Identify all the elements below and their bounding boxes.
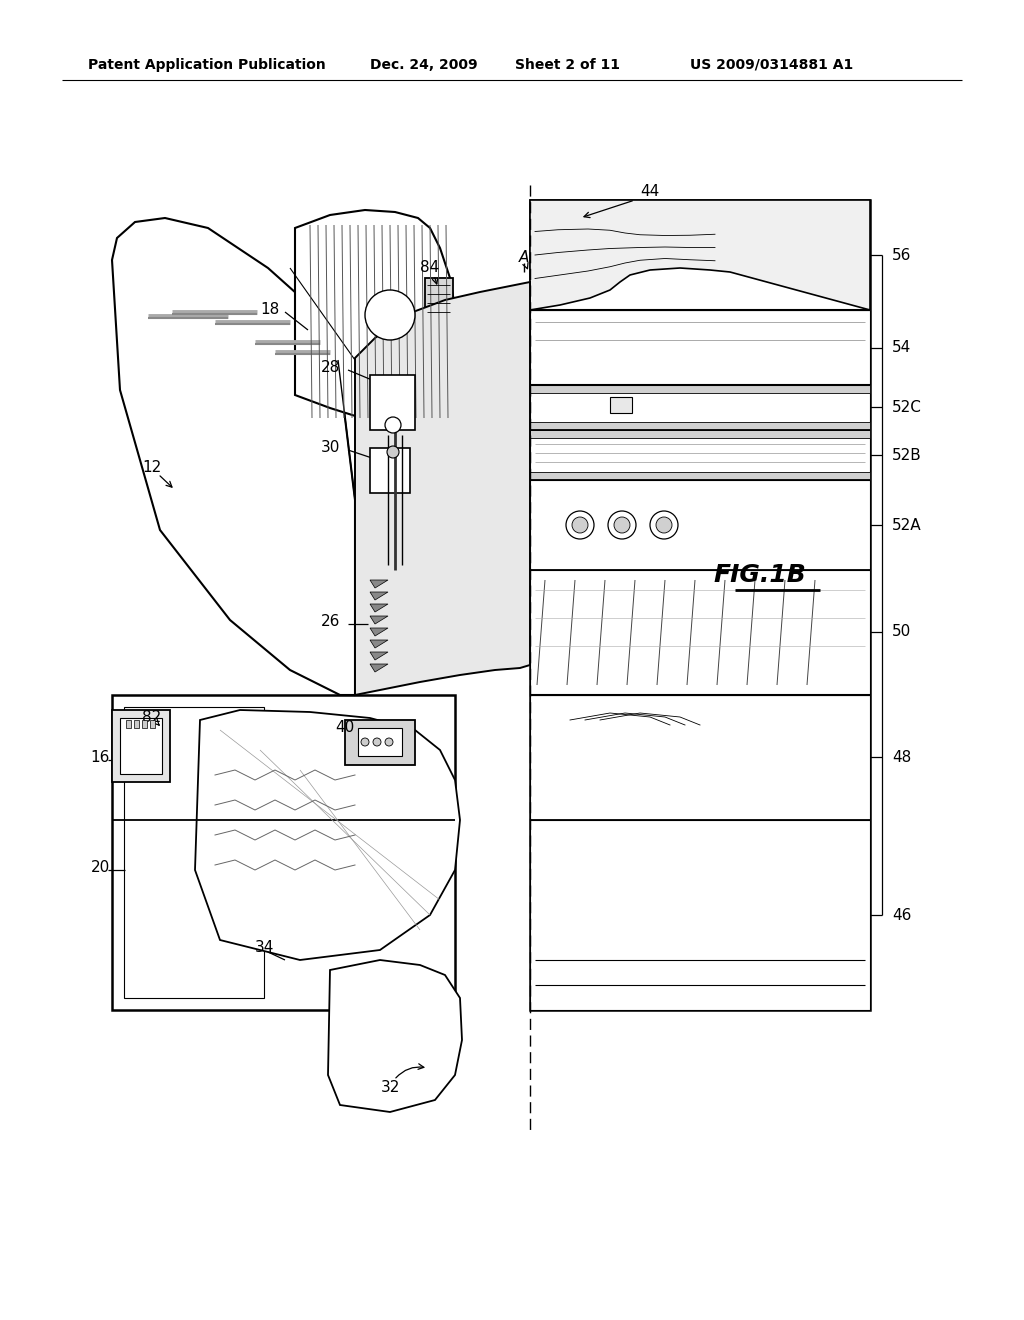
Bar bbox=[124, 708, 264, 998]
Circle shape bbox=[650, 511, 678, 539]
Text: Patent Application Publication: Patent Application Publication bbox=[88, 58, 326, 73]
Text: 44: 44 bbox=[640, 185, 659, 199]
Text: 26: 26 bbox=[321, 615, 340, 630]
Text: 40: 40 bbox=[336, 721, 354, 735]
Circle shape bbox=[614, 517, 630, 533]
Text: 52A: 52A bbox=[892, 517, 922, 532]
Bar bbox=[358, 729, 402, 756]
Bar bbox=[150, 719, 155, 729]
Circle shape bbox=[608, 511, 636, 539]
Bar bbox=[126, 719, 131, 729]
Text: Dec. 24, 2009: Dec. 24, 2009 bbox=[370, 58, 477, 73]
Polygon shape bbox=[195, 710, 460, 960]
Bar bbox=[610, 397, 632, 413]
Bar bbox=[370, 375, 415, 430]
Polygon shape bbox=[295, 210, 455, 425]
Text: 52C: 52C bbox=[892, 400, 922, 414]
Circle shape bbox=[385, 738, 393, 746]
Text: 16: 16 bbox=[90, 751, 110, 766]
Polygon shape bbox=[370, 579, 388, 587]
Text: 30: 30 bbox=[321, 441, 340, 455]
Bar bbox=[530, 480, 870, 570]
Polygon shape bbox=[370, 616, 388, 624]
Text: A: A bbox=[519, 251, 529, 265]
Text: 28: 28 bbox=[321, 360, 340, 375]
Text: 56: 56 bbox=[892, 248, 911, 263]
Text: 12: 12 bbox=[142, 461, 162, 475]
Bar bbox=[112, 710, 170, 781]
Bar bbox=[134, 719, 139, 729]
Polygon shape bbox=[370, 591, 388, 601]
Text: 34: 34 bbox=[255, 940, 274, 956]
Text: 46: 46 bbox=[892, 908, 911, 923]
Text: 48: 48 bbox=[892, 750, 911, 764]
Bar bbox=[530, 430, 870, 438]
Circle shape bbox=[656, 517, 672, 533]
Text: 82: 82 bbox=[142, 710, 162, 726]
Circle shape bbox=[387, 446, 399, 458]
Bar bbox=[120, 718, 162, 774]
Polygon shape bbox=[370, 664, 388, 672]
Circle shape bbox=[385, 417, 401, 433]
Bar bbox=[530, 430, 870, 480]
Bar bbox=[142, 719, 147, 729]
Bar bbox=[345, 719, 415, 766]
Bar bbox=[530, 385, 870, 430]
Bar bbox=[370, 447, 410, 492]
Polygon shape bbox=[112, 218, 355, 696]
Bar bbox=[530, 385, 870, 393]
Circle shape bbox=[365, 290, 415, 341]
Text: US 2009/0314881 A1: US 2009/0314881 A1 bbox=[690, 58, 853, 73]
Polygon shape bbox=[370, 628, 388, 636]
Bar bbox=[112, 696, 455, 1010]
Text: 32: 32 bbox=[380, 1081, 399, 1096]
Circle shape bbox=[572, 517, 588, 533]
Text: 50: 50 bbox=[892, 624, 911, 639]
Bar bbox=[530, 422, 870, 430]
Polygon shape bbox=[328, 960, 462, 1111]
Bar bbox=[530, 310, 870, 385]
Bar bbox=[530, 696, 870, 820]
Text: Sheet 2 of 11: Sheet 2 of 11 bbox=[515, 58, 620, 73]
Bar bbox=[530, 473, 870, 480]
Text: FIG.1B: FIG.1B bbox=[714, 564, 806, 587]
Polygon shape bbox=[370, 652, 388, 660]
Text: 20: 20 bbox=[90, 861, 110, 875]
Bar bbox=[530, 201, 870, 1010]
Polygon shape bbox=[370, 640, 388, 648]
Bar bbox=[530, 820, 870, 1010]
Polygon shape bbox=[355, 282, 530, 696]
Bar bbox=[530, 570, 870, 696]
Text: 54: 54 bbox=[892, 341, 911, 355]
Text: 18: 18 bbox=[261, 302, 280, 318]
Text: 52B: 52B bbox=[892, 447, 922, 462]
Circle shape bbox=[361, 738, 369, 746]
Polygon shape bbox=[370, 605, 388, 612]
Circle shape bbox=[566, 511, 594, 539]
Circle shape bbox=[373, 738, 381, 746]
Polygon shape bbox=[530, 201, 870, 310]
Text: 84: 84 bbox=[421, 260, 439, 276]
Bar bbox=[425, 279, 453, 326]
